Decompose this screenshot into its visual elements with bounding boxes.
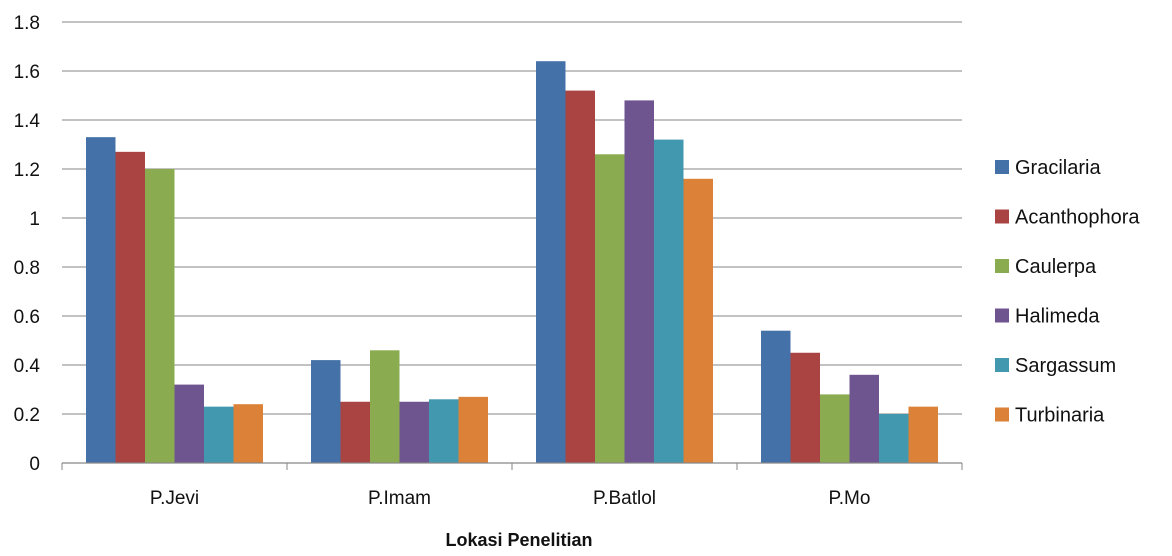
bar-sargassum-pmo [879, 414, 909, 463]
legend-label: Gracilaria [1015, 157, 1101, 179]
legend-swatch [995, 259, 1009, 273]
bar-acanthophora-pimam [340, 401, 370, 463]
x-tick-label: P.Batlol [593, 488, 656, 509]
bar-acanthophora-pjevi [115, 151, 145, 463]
x-tick-label: P.Jevi [150, 488, 199, 509]
bar-acanthophora-pmo [790, 352, 820, 463]
legend-label: Sargassum [1015, 355, 1116, 377]
y-tick-label: 0.2 [14, 405, 40, 426]
bar-halimeda-pbatlol [624, 100, 654, 464]
y-tick-label: 0.6 [14, 307, 40, 328]
legend-item[interactable]: Gracilaria [995, 157, 1101, 179]
y-tick-label: 0.8 [14, 258, 40, 279]
y-tick-label: 1.6 [14, 62, 40, 83]
bar-caulerpa-pbatlol [595, 154, 625, 464]
y-tick-label: 1.4 [14, 111, 41, 132]
axes: 0 0.2 0.4 0.6 0.8 1 1.2 1.4 1.6 1.8 P.Jevi P.Imam P.… [14, 13, 963, 509]
legend-swatch [995, 407, 1009, 422]
legend-item[interactable]: Halimeda [995, 306, 1100, 328]
bar-turbinaria-pimam [458, 396, 488, 463]
legend-swatch [995, 308, 1009, 323]
legend-label: Caulerpa [1015, 256, 1097, 278]
bar-acanthophora-pbatlol [565, 90, 595, 463]
bar-halimeda-pjevi [174, 384, 204, 463]
legend-item[interactable]: Acanthophora [995, 207, 1140, 229]
bar-sargassum-pjevi [204, 406, 234, 463]
bar-gracilaria-pjevi [86, 137, 116, 463]
y-tick-label: 1.2 [14, 160, 40, 181]
legend-label: Acanthophora [1015, 207, 1140, 229]
bar-caulerpa-pmo [820, 394, 850, 463]
gridlines [62, 21, 962, 415]
bar-sargassum-pimam [429, 399, 459, 463]
legend-label: Halimeda [1015, 306, 1100, 328]
y-tick-label: 1.8 [14, 13, 40, 34]
legend-label: Turbinaria [1015, 405, 1105, 427]
bar-turbinaria-pbatlol [683, 178, 713, 464]
legend-swatch [995, 209, 1009, 224]
legend-item[interactable]: Turbinaria [995, 405, 1105, 427]
bar-gracilaria-pmo [761, 330, 791, 463]
x-tick-label: P.Imam [368, 488, 431, 509]
legend-swatch [995, 358, 1009, 372]
x-axis-title: Lokasi Penelitian [445, 530, 592, 550]
bars [86, 61, 938, 464]
legend-item[interactable]: Sargassum [995, 355, 1116, 377]
bar-gracilaria-pimam [311, 360, 341, 463]
bar-turbinaria-pmo [908, 406, 938, 463]
bar-caulerpa-pjevi [145, 169, 175, 463]
bar-halimeda-pmo [849, 374, 879, 463]
x-tick-label: P.Mo [829, 488, 871, 509]
legend[interactable]: Gracilaria Acanthophora Caulerpa Halimeda Sa… [995, 157, 1140, 427]
y-tick-label: 0.4 [14, 356, 41, 377]
bar-sargassum-pbatlol [654, 139, 684, 463]
bar-gracilaria-pbatlol [536, 61, 566, 463]
legend-swatch [995, 160, 1009, 174]
bar-turbinaria-pjevi [233, 404, 263, 463]
y-tick-label: 0 [29, 454, 40, 475]
bar-halimeda-pimam [399, 401, 429, 463]
legend-item[interactable]: Caulerpa [995, 256, 1097, 278]
bar-caulerpa-pimam [370, 350, 400, 463]
y-tick-label: 1 [29, 209, 40, 230]
